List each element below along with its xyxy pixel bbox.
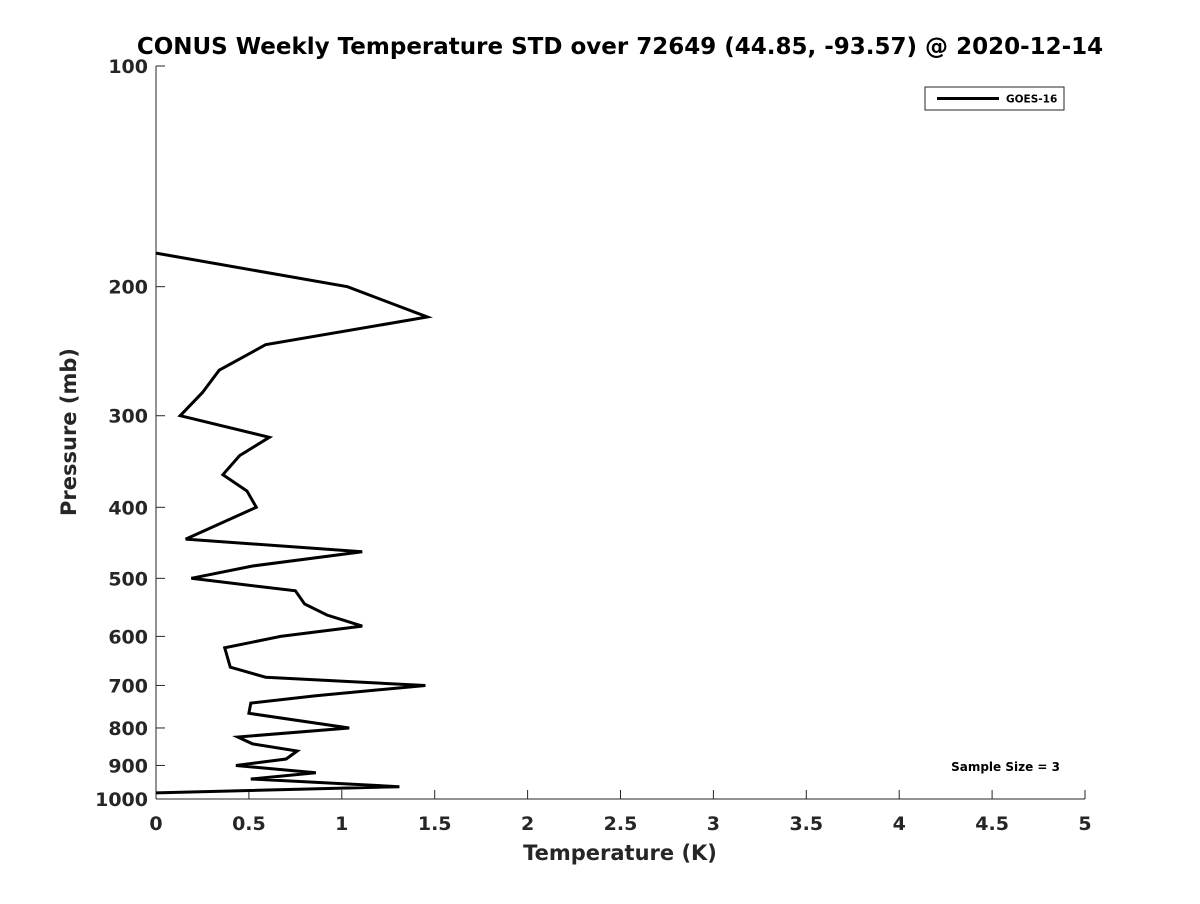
- y-tick-label: 100: [108, 56, 148, 78]
- chart-title: CONUS Weekly Temperature STD over 72649 …: [137, 34, 1103, 60]
- y-tick-label: 500: [108, 568, 148, 590]
- x-tick-label: 0: [149, 813, 162, 835]
- y-tick-label: 600: [108, 626, 148, 648]
- y-tick-label: 800: [108, 718, 148, 740]
- x-tick-label: 5: [1078, 813, 1091, 835]
- x-tick-label: 1.5: [418, 813, 452, 835]
- y-tick-label: 900: [108, 755, 148, 777]
- x-tick-label: 3.5: [789, 813, 823, 835]
- x-tick-label: 1: [335, 813, 348, 835]
- plot-lines: [155, 251, 433, 795]
- series-line-goes-16: [155, 251, 433, 795]
- y-tick-label: 300: [108, 406, 148, 428]
- x-axis-label: Temperature (K): [523, 841, 717, 865]
- x-tick-label: 0.5: [232, 813, 266, 835]
- axes: 0 0.5 1 1.5 2 2.5 3 3.5 4 4.5 5 100 200 300 400 500 600 7…: [95, 56, 1092, 835]
- y-axis-label: Pressure (mb): [57, 348, 81, 516]
- legend: GOES-16: [924, 86, 1065, 111]
- x-tick-label: 4: [893, 813, 906, 835]
- y-tick-label: 700: [108, 675, 148, 697]
- x-tick-label: 4.5: [975, 813, 1009, 835]
- y-tick-label: 200: [108, 277, 148, 299]
- y-tick-label: 400: [108, 497, 148, 519]
- sample-size-annotation: Sample Size = 3: [951, 760, 1060, 774]
- x-tick-label: 3: [707, 813, 720, 835]
- y-tick-label: 1000: [95, 789, 148, 811]
- x-tick-label: 2.5: [604, 813, 638, 835]
- legend-label-goes-16: GOES-16: [1006, 94, 1057, 106]
- x-tick-label: 2: [521, 813, 534, 835]
